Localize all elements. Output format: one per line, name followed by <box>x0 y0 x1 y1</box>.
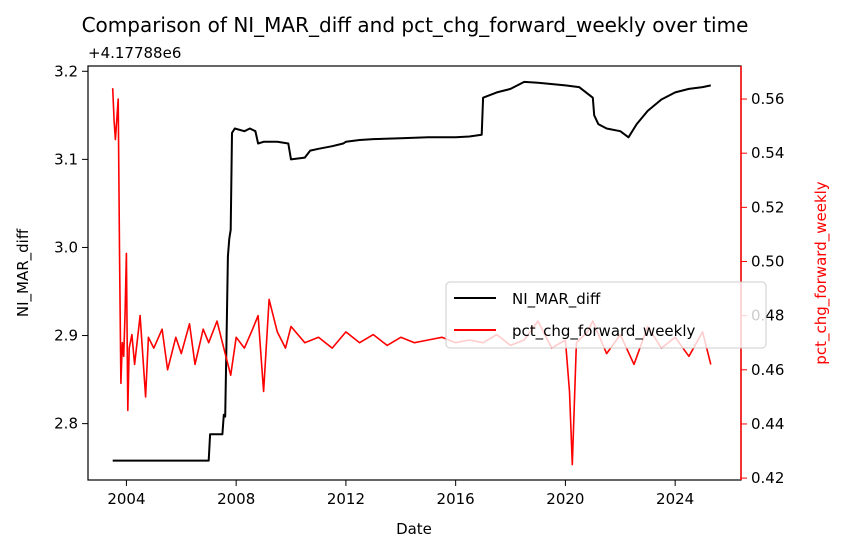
plot-area-frame <box>87 65 742 481</box>
left-tick-label: 3.0 <box>54 238 78 256</box>
right-series-layer <box>111 88 712 466</box>
series-line-ni-mar-diff <box>112 80 712 462</box>
right-axis-label: pct_chg_forward_weekly <box>812 181 831 365</box>
legend-box <box>445 281 767 349</box>
legend-label-ni-mar-diff: NI_MAR_diff <box>512 290 601 309</box>
right-axis-ticks: 0.420.440.460.480.500.520.540.56 <box>741 90 784 487</box>
x-axis-label: Date <box>396 520 432 538</box>
right-tick-label: 0.54 <box>751 144 784 162</box>
right-tick-label: 0.56 <box>751 90 784 108</box>
right-tick-label: 0.52 <box>751 198 784 216</box>
series-line-pct-chg-forward-weekly <box>111 88 712 466</box>
left-tick-label: 2.8 <box>54 415 78 433</box>
left-series-layer <box>112 80 712 462</box>
x-tick-label: 2016 <box>437 490 475 508</box>
left-axis-offset-text: +4.17788e6 <box>88 44 181 62</box>
chart-title: Comparison of NI_MAR_diff and pct_chg_fo… <box>82 13 749 37</box>
left-tick-label: 2.9 <box>54 327 78 345</box>
x-tick-label: 2008 <box>217 490 255 508</box>
right-tick-label: 0.42 <box>751 469 784 487</box>
x-axis-ticks: 2004 2008 2012 2016 2020 2024 <box>107 480 694 508</box>
x-tick-label: 2024 <box>656 490 694 508</box>
left-axis-label: NI_MAR_diff <box>14 228 33 317</box>
left-tick-label: 3.2 <box>54 62 78 80</box>
left-tick-label: 3.1 <box>54 150 78 168</box>
x-tick-label: 2020 <box>546 490 584 508</box>
left-axis-ticks: 2.8 2.9 3.0 3.1 3.2 <box>54 62 88 433</box>
x-tick-label: 2004 <box>107 490 145 508</box>
legend: NI_MAR_diff pct_chg_forward_weekly <box>445 281 767 349</box>
right-tick-label: 0.44 <box>751 415 784 433</box>
legend-label-pct-chg: pct_chg_forward_weekly <box>512 322 696 341</box>
right-tick-label: 0.50 <box>751 252 784 270</box>
right-tick-label: 0.46 <box>751 361 784 379</box>
x-tick-label: 2012 <box>327 490 365 508</box>
